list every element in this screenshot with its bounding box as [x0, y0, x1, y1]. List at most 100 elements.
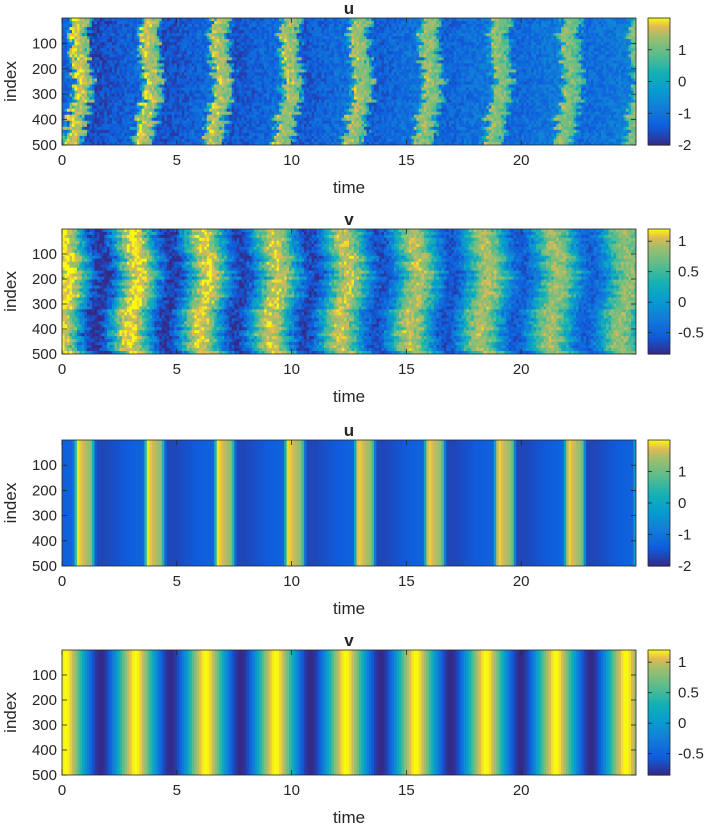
- heatmap-cell: [149, 63, 153, 67]
- heatmap-cell: [149, 42, 153, 46]
- heatmap-cell: [353, 66, 358, 70]
- heatmap-cell: [401, 75, 405, 80]
- heatmap-cell: [299, 18, 303, 22]
- heatmap-cell: [181, 48, 185, 52]
- heatmap-cell: [281, 48, 285, 52]
- heatmap-cell: [376, 42, 380, 46]
- heatmap-cell: [458, 45, 462, 49]
- heatmap-cell: [593, 21, 597, 25]
- heatmap-cell: [146, 66, 150, 70]
- heatmap-cell: [491, 72, 495, 77]
- heatmap-cell: [124, 81, 128, 86]
- heatmap-cell: [329, 72, 333, 77]
- heatmap-cell: [126, 60, 130, 64]
- heatmap-cell: [443, 48, 447, 52]
- heatmap-cell: [448, 63, 452, 67]
- heatmap-cell: [563, 39, 567, 43]
- heatmap-cell: [321, 54, 325, 58]
- heatmap-cell: [461, 66, 465, 70]
- heatmap-cell: [224, 33, 228, 37]
- heatmap-cell: [186, 24, 190, 28]
- heatmap-cell: [349, 30, 353, 34]
- heatmap-image: [62, 18, 636, 145]
- heatmap-cell: [79, 57, 83, 61]
- heatmap-cell: [241, 57, 245, 61]
- heatmap-cell: [568, 78, 572, 83]
- heatmap-cell: [488, 39, 492, 43]
- heatmap-cell: [62, 18, 66, 22]
- heatmap-cell: [331, 72, 335, 77]
- heatmap-cell: [576, 48, 580, 52]
- heatmap-cell: [633, 36, 636, 40]
- heatmap-cell: [239, 63, 243, 67]
- heatmap-cell: [231, 48, 235, 52]
- heatmap-cell: [506, 78, 510, 83]
- heatmap-cell: [236, 60, 240, 64]
- heatmap-cell: [386, 75, 390, 80]
- heatmap-cell: [478, 51, 482, 55]
- heatmap-cell: [398, 21, 403, 25]
- heatmap-cell: [373, 48, 378, 52]
- heatmap-cell: [304, 30, 308, 34]
- heatmap-cell: [104, 81, 108, 86]
- heatmap-cell: [171, 69, 175, 74]
- heatmap-cell: [131, 45, 135, 49]
- heatmap-cell: [296, 78, 300, 83]
- heatmap-cell: [339, 66, 343, 70]
- heatmap-cell: [388, 18, 393, 22]
- heatmap-cell: [413, 63, 417, 67]
- heatmap-cell: [373, 39, 378, 43]
- heatmap-cell: [393, 27, 398, 31]
- heatmap-cell: [508, 48, 512, 52]
- heatmap-cell: [618, 60, 622, 64]
- heatmap-cell: [251, 69, 255, 74]
- heatmap-cell: [358, 24, 363, 28]
- heatmap-cell: [363, 57, 368, 61]
- heatmap-cell: [219, 69, 223, 74]
- heatmap-cell: [628, 42, 632, 46]
- heatmap-cell: [381, 36, 385, 40]
- heatmap-cell: [329, 60, 333, 64]
- heatmap-cell: [229, 72, 233, 77]
- heatmap-cell: [321, 72, 325, 77]
- heatmap-cell: [271, 66, 275, 70]
- heatmap-cell: [319, 24, 323, 28]
- heatmap-cell: [299, 72, 303, 77]
- heatmap-cell: [461, 21, 465, 25]
- heatmap-cell: [219, 36, 223, 40]
- heatmap-cell: [119, 42, 123, 46]
- heatmap-cell: [491, 78, 495, 83]
- heatmap-cell: [344, 81, 348, 86]
- heatmap-cell: [91, 66, 96, 70]
- heatmap-cell: [513, 24, 517, 28]
- heatmap-cell: [406, 60, 410, 64]
- heatmap-cell: [598, 63, 602, 67]
- heatmap-cell: [576, 30, 580, 34]
- heatmap-cell: [473, 72, 477, 77]
- heatmap-cell: [398, 30, 403, 34]
- heatmap-cell: [428, 75, 432, 80]
- heatmap-cell: [461, 45, 465, 49]
- heatmap-cell: [216, 51, 220, 55]
- heatmap-cell: [204, 81, 208, 86]
- heatmap-cell: [334, 63, 338, 67]
- heatmap-cell: [481, 30, 485, 34]
- heatmap-cell: [453, 75, 457, 80]
- heatmap-cell: [339, 27, 343, 31]
- heatmap-cell: [296, 36, 300, 40]
- heatmap-cell: [71, 39, 76, 43]
- heatmap-cell: [346, 24, 350, 28]
- heatmap-cell: [498, 51, 502, 55]
- heatmap-cell: [628, 39, 632, 43]
- heatmap-cell: [596, 54, 600, 58]
- heatmap-cell: [426, 57, 430, 61]
- heatmap-cell: [221, 57, 225, 61]
- heatmap-cell: [483, 54, 487, 58]
- heatmap-cell: [69, 57, 73, 61]
- heatmap-cell: [433, 78, 437, 83]
- heatmap-cell: [331, 63, 335, 67]
- heatmap-cell: [481, 18, 485, 22]
- heatmap-cell: [101, 57, 106, 61]
- heatmap-cell: [406, 24, 410, 28]
- heatmap-cell: [396, 81, 400, 86]
